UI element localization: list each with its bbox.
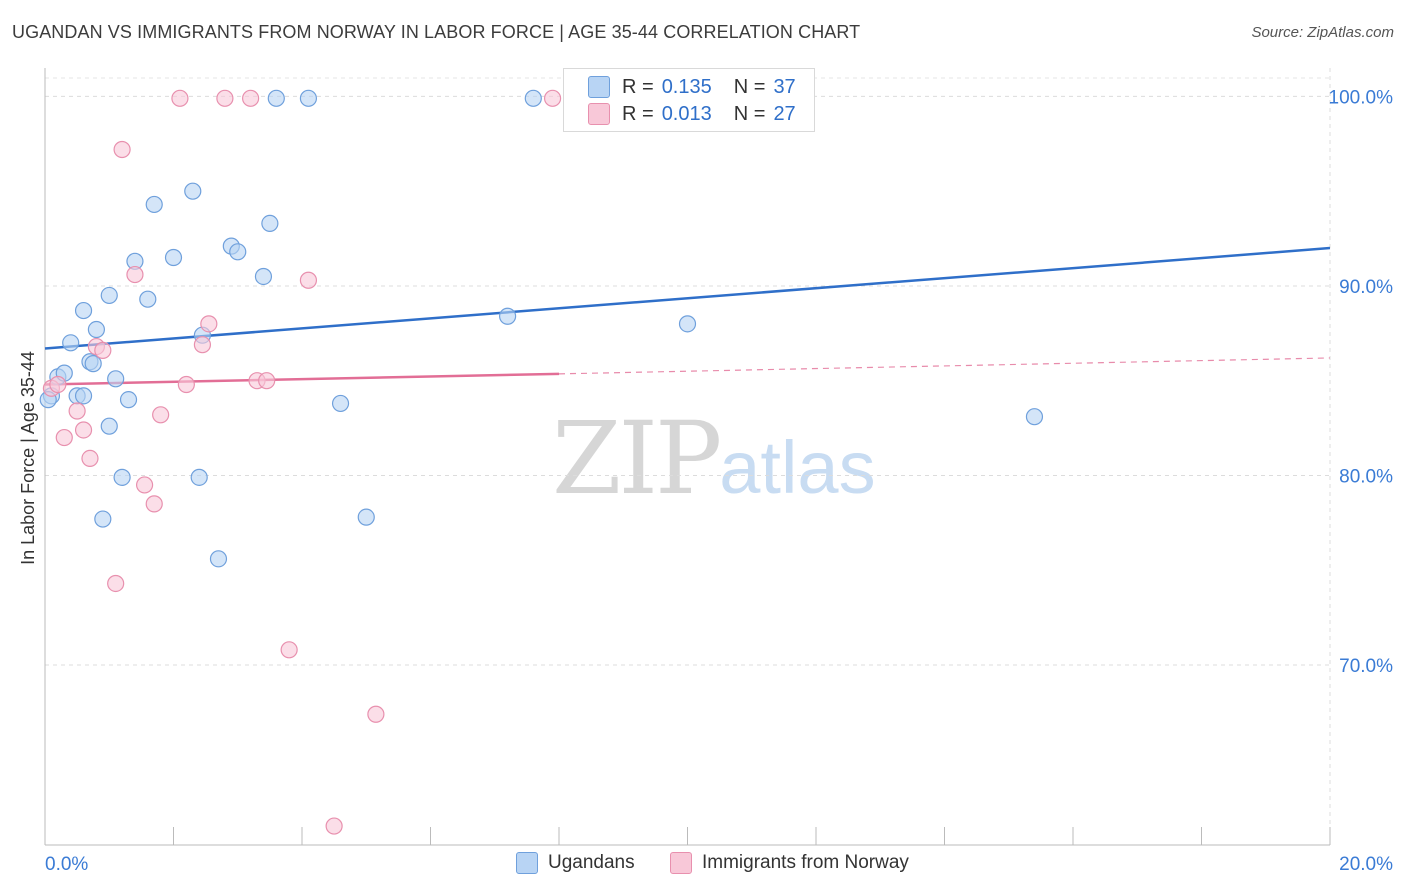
x-tick-label: 20.0%: [1339, 854, 1393, 875]
trend-layer: [44, 246, 1331, 386]
legend-row-norway: R = 0.013 N = 27: [588, 101, 796, 127]
norway-point: [299, 271, 318, 289]
ugandan-point: [254, 267, 273, 286]
ugandan-point: [261, 214, 279, 232]
ugandan-point: [100, 286, 118, 305]
zipatlas-watermark: ZIPatlas: [552, 400, 876, 517]
norway-point: [216, 89, 234, 107]
ugandan-point: [524, 89, 542, 107]
norway-point: [145, 495, 163, 513]
norway-point: [152, 406, 170, 424]
norway-point: [126, 265, 144, 284]
watermark-zip: ZIP: [552, 400, 722, 517]
norway-trend-line-dashed: [558, 357, 1331, 375]
ugandan-point: [74, 301, 93, 320]
ugandan-point: [113, 468, 131, 486]
series-legend: Ugandans Immigrants from Norway: [0, 852, 1406, 878]
norway-trend-line: [44, 372, 560, 386]
ugandan-point: [331, 394, 350, 413]
ugandan-point: [229, 243, 247, 261]
watermark-atlas: atlas: [719, 426, 876, 509]
norway-point: [49, 375, 67, 394]
tick-label-layer: 100.0% 90.0% 80.0% 70.0% 0.0% 20.0% In Labor F…: [18, 87, 1393, 875]
legend-item-norway[interactable]: Immigrants from Norway: [670, 852, 909, 874]
ugandan-point: [87, 320, 106, 339]
legend-row-ugandans: R = 0.135 N = 37: [588, 74, 796, 100]
norway-point: [258, 372, 276, 390]
ugandan-point: [119, 391, 138, 409]
points-layer: [39, 89, 1044, 835]
norway-point: [171, 89, 189, 107]
ugandan-point: [499, 307, 517, 325]
legend-r-label: R =: [622, 102, 654, 125]
ugandan-point: [209, 550, 228, 568]
ugandan-point: [74, 387, 93, 405]
grid-layer: [45, 68, 1331, 845]
ugandan-point: [184, 182, 202, 200]
norway-point: [367, 705, 385, 723]
ugandan-point: [84, 355, 102, 373]
norway-point: [81, 449, 99, 467]
ugandan-point: [299, 89, 318, 107]
ugandan-point: [62, 334, 80, 352]
ugandan-point: [139, 290, 157, 308]
ugandan-point: [1025, 408, 1044, 426]
ugandan-point: [678, 315, 697, 333]
legend-label-norway: Immigrants from Norway: [702, 852, 909, 873]
norway-point: [68, 402, 86, 420]
legend-r-value: 0.013: [661, 102, 712, 125]
source-label: Source: ZipAtlas.com: [1251, 24, 1394, 41]
ugandan-point: [94, 510, 112, 528]
legend-label-ugandans: Ugandans: [548, 852, 635, 873]
legend-n-value: 37: [773, 75, 796, 98]
ugandan-point: [164, 248, 183, 267]
norway-point: [177, 375, 195, 394]
ugandan-trend-line: [44, 246, 1331, 350]
chart-title: UGANDAN VS IMMIGRANTS FROM NORWAY IN LAB…: [12, 22, 861, 42]
x-tick-label: 0.0%: [45, 854, 88, 875]
ugandan-point: [267, 89, 285, 107]
norway-point: [74, 421, 93, 439]
legend-n-label: N =: [733, 102, 766, 125]
norway-point: [543, 89, 562, 107]
ugandan-point: [190, 468, 208, 486]
legend-r-label: R =: [622, 75, 654, 98]
legend-swatch-pink: [588, 103, 610, 125]
y-tick-label: 100.0%: [1329, 87, 1394, 108]
norway-point: [55, 428, 73, 447]
norway-point: [135, 476, 154, 494]
norway-point: [193, 336, 212, 354]
norway-point: [107, 574, 125, 593]
ugandan-point: [357, 508, 375, 526]
legend-swatch-blue: [588, 76, 610, 98]
stats-legend: R = 0.135 N = 37 R = 0.013 N = 27: [563, 68, 815, 132]
legend-r-value: 0.135: [661, 75, 712, 98]
norway-point: [113, 140, 131, 159]
y-tick-label: 80.0%: [1339, 466, 1393, 487]
y-tick-label: 70.0%: [1339, 656, 1393, 677]
legend-swatch-pink: [670, 852, 692, 874]
y-tick-label: 90.0%: [1339, 277, 1393, 298]
legend-swatch-blue: [516, 852, 538, 874]
norway-point: [200, 315, 218, 333]
legend-n-value: 27: [773, 102, 796, 125]
norway-point: [280, 641, 298, 659]
norway-point: [325, 817, 343, 835]
ugandan-point: [107, 370, 125, 388]
ugandan-point: [100, 417, 118, 435]
legend-n-label: N =: [733, 75, 766, 98]
y-axis-title: In Labor Force | Age 35-44: [18, 351, 38, 565]
legend-item-ugandans[interactable]: Ugandans: [516, 852, 635, 874]
norway-point: [242, 89, 260, 107]
norway-point: [94, 341, 112, 359]
axes-layer: [44, 68, 1331, 846]
ugandan-point: [145, 195, 163, 214]
